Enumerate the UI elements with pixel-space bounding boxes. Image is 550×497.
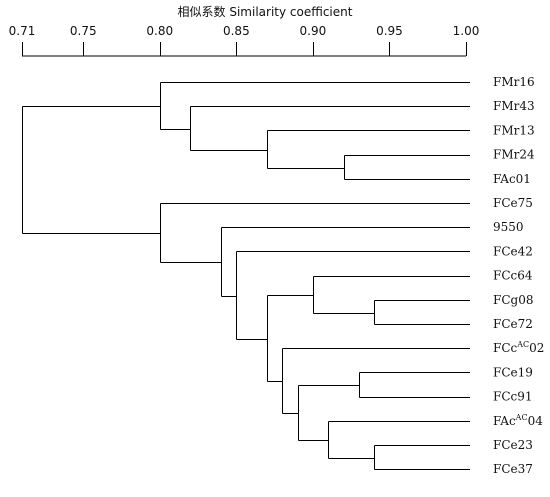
tick-label: 0.80 <box>146 24 173 38</box>
leaf-label: FMr13 <box>493 123 535 137</box>
tick-label: 0.90 <box>300 24 327 38</box>
leaf-labels: FMr16 FMr43 FMr13 FMr24 FAc01 FCe75 9550 FCe42 F… <box>493 75 544 476</box>
leaf-label: FMr16 <box>493 75 535 89</box>
leaf-label: FCe19 <box>493 365 533 379</box>
axis-title: 相似系数 Similarity coefficient <box>178 4 353 19</box>
dendrogram-tree <box>22 82 470 470</box>
leaf-label: FAc01 <box>493 172 531 186</box>
leaf-label: FCe23 <box>493 438 533 452</box>
tick-label: 0.95 <box>376 24 403 38</box>
similarity-axis: 0.71 0.75 0.80 0.85 0.90 0.95 1.00 <box>9 24 480 57</box>
tick-label: 0.71 <box>9 24 36 38</box>
leaf-label: FCcAC02 <box>493 340 544 355</box>
tick-label: 1.00 <box>453 24 480 38</box>
tick-label: 0.75 <box>70 24 97 38</box>
leaf-label: FCe75 <box>493 196 533 210</box>
leaf-label: FCe42 <box>493 244 533 258</box>
leaf-label: FMr43 <box>493 99 535 113</box>
leaf-label: FCe72 <box>493 317 533 331</box>
leaf-label: FCc64 <box>493 269 533 283</box>
leaf-label: FCg08 <box>493 293 533 307</box>
tick-label: 0.85 <box>223 24 250 38</box>
leaf-label: FCe37 <box>493 462 533 476</box>
leaf-label: FCc91 <box>493 390 533 404</box>
leaf-label: 9550 <box>493 220 524 234</box>
leaf-label: FMr24 <box>493 148 535 162</box>
leaf-label: FAcAC04 <box>493 413 543 428</box>
